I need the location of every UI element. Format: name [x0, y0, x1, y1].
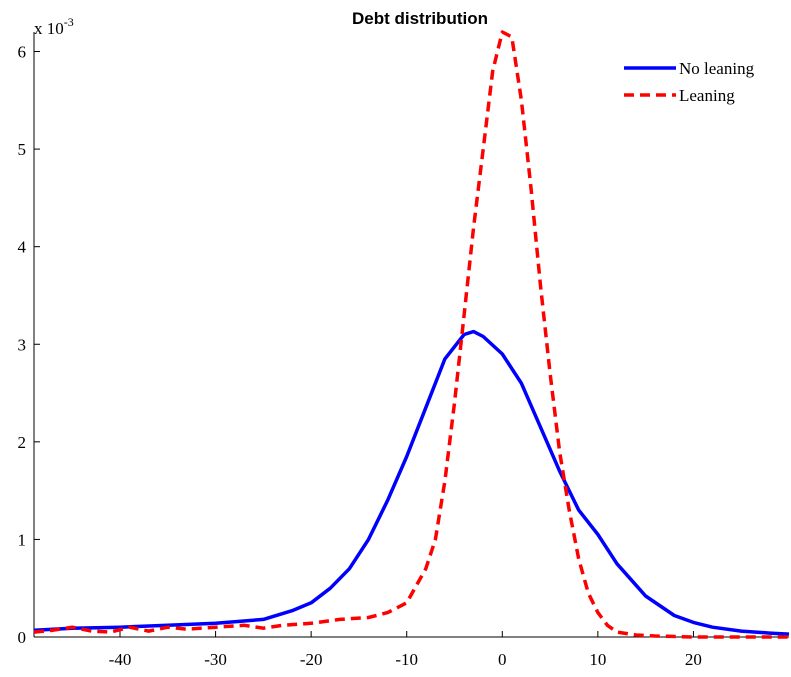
y-multiplier-label: x 10-3 [34, 15, 74, 38]
series-line-no-leaning [33, 329, 790, 636]
x-tick-label: -10 [395, 650, 418, 669]
tick-marks: -40 -30 -20 -10 0 10 20 0 1 2 3 4 5 6 [18, 43, 702, 669]
y-multiplier-base: x 10 [34, 19, 64, 38]
x-tick-label: 10 [589, 650, 606, 669]
series-lines [33, 30, 790, 639]
x-tick-label: -30 [204, 650, 227, 669]
x-tick-label: 0 [498, 650, 507, 669]
chart-title: Debt distribution [352, 9, 488, 28]
series-line-leaning [33, 30, 789, 639]
y-tick-label: 2 [18, 433, 27, 452]
legend-label: No leaning [679, 59, 755, 78]
y-multiplier-exponent: -3 [64, 15, 74, 29]
y-tick-label: 1 [18, 530, 27, 549]
y-tick-label: 5 [18, 140, 27, 159]
legend: No leaning Leaning [624, 59, 755, 105]
axes [33, 32, 789, 638]
y-tick-label: 0 [18, 628, 27, 647]
x-tick-label: 20 [685, 650, 702, 669]
y-tick-label: 4 [18, 238, 27, 257]
y-tick-label: 6 [18, 43, 27, 62]
x-tick-label: -20 [300, 650, 323, 669]
x-tick-label: -40 [109, 650, 132, 669]
legend-label: Leaning [679, 86, 735, 105]
y-tick-label: 3 [18, 335, 27, 354]
